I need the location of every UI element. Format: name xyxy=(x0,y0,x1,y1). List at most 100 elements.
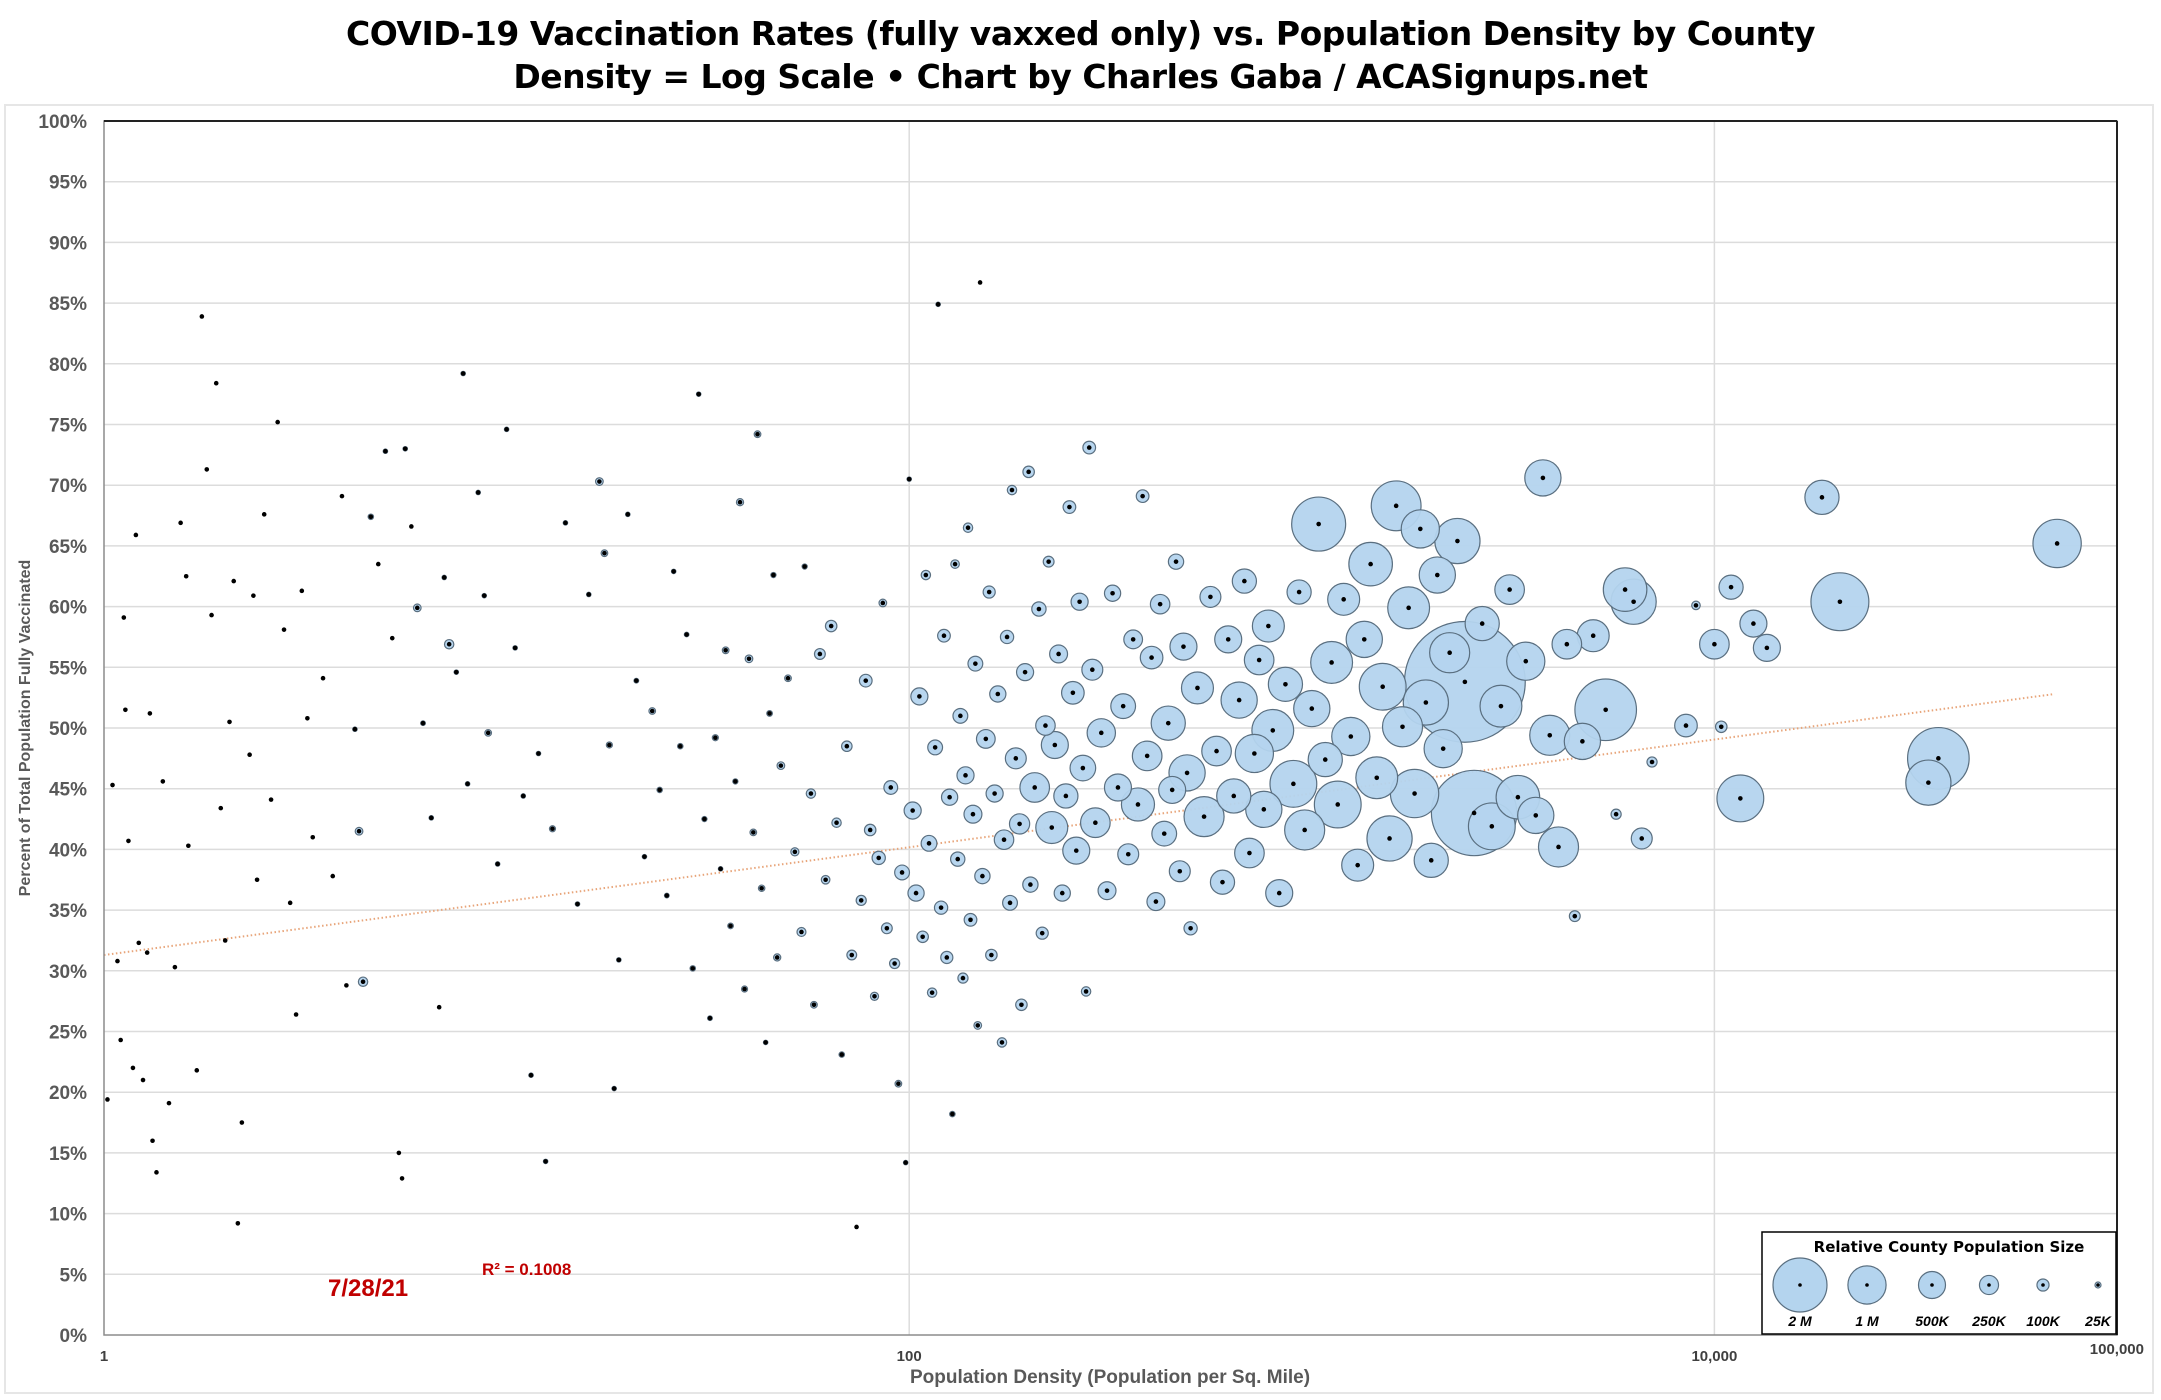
legend-label: 500K xyxy=(1915,1313,1949,1329)
data-point xyxy=(763,1040,768,1045)
data-point xyxy=(1184,770,1190,776)
r-squared-annotation: R² = 0.1008 xyxy=(482,1260,571,1279)
data-point xyxy=(664,893,670,898)
data-point xyxy=(723,648,728,653)
data-point xyxy=(1380,684,1385,690)
legend-bubble-center xyxy=(1865,1283,1869,1287)
data-point xyxy=(110,782,115,788)
legend-bubble-center xyxy=(2041,1283,2045,1287)
legend-bubble-center xyxy=(1930,1283,1934,1287)
data-point xyxy=(1070,690,1076,696)
data-point xyxy=(771,572,776,578)
data-point xyxy=(1256,657,1262,663)
data-point xyxy=(460,371,466,376)
legend-bubble-center xyxy=(1798,1283,1802,1287)
data-point xyxy=(899,870,905,875)
data-point xyxy=(586,592,592,597)
data-point xyxy=(1447,650,1452,656)
data-point xyxy=(528,1072,534,1078)
data-point xyxy=(834,820,839,825)
data-point xyxy=(923,572,929,578)
data-point xyxy=(952,561,958,567)
data-point xyxy=(1435,572,1440,578)
data-point xyxy=(399,1176,405,1181)
data-point xyxy=(115,958,120,964)
data-point xyxy=(126,838,131,844)
y-tick-label: 60% xyxy=(49,598,87,619)
data-point xyxy=(1283,681,1288,687)
data-point xyxy=(105,1097,110,1102)
data-point xyxy=(446,641,452,647)
data-point xyxy=(1423,700,1429,705)
data-point xyxy=(465,781,470,787)
data-point xyxy=(409,524,414,529)
data-point xyxy=(543,1159,548,1164)
data-point xyxy=(1412,791,1417,796)
data-point xyxy=(1523,658,1529,664)
data-point xyxy=(1751,621,1756,626)
y-tick-label: 10% xyxy=(49,1205,87,1226)
y-tick-label: 75% xyxy=(49,416,87,437)
data-point xyxy=(999,1040,1005,1045)
data-point xyxy=(160,779,166,784)
data-point xyxy=(1231,793,1237,799)
data-point xyxy=(420,720,426,726)
data-point xyxy=(746,656,752,662)
data-point xyxy=(649,708,655,714)
legend-label: 250K xyxy=(1971,1313,2006,1329)
data-point xyxy=(199,314,205,319)
data-point xyxy=(209,612,214,618)
data-point xyxy=(147,711,153,716)
data-point xyxy=(1120,703,1126,709)
data-point xyxy=(1181,644,1186,649)
data-point xyxy=(1153,899,1159,904)
data-point xyxy=(1329,660,1334,665)
data-point xyxy=(186,843,191,849)
data-point xyxy=(1936,756,1941,761)
data-point xyxy=(1086,445,1092,450)
data-point xyxy=(1564,641,1570,647)
data-point xyxy=(227,719,232,725)
legend: Relative County Population Size 2 M 1 M 50… xyxy=(1761,1231,2117,1335)
data-point xyxy=(1043,723,1048,728)
data-point xyxy=(293,1012,299,1017)
data-point xyxy=(1368,561,1373,567)
data-point xyxy=(690,966,696,971)
data-point xyxy=(1428,858,1434,863)
data-point xyxy=(1738,796,1743,801)
data-point xyxy=(634,678,639,683)
data-point xyxy=(1926,780,1931,785)
data-point xyxy=(1590,633,1596,639)
data-point xyxy=(917,694,922,699)
data-point xyxy=(1077,599,1082,605)
data-point xyxy=(1115,785,1121,790)
data-point xyxy=(520,793,526,799)
data-point xyxy=(718,866,723,872)
data-point xyxy=(235,1221,241,1226)
data-point xyxy=(906,476,912,482)
data-point xyxy=(130,1065,136,1071)
data-point xyxy=(920,934,925,940)
data-point xyxy=(867,827,873,833)
data-point xyxy=(759,885,764,891)
data-point xyxy=(1547,732,1553,738)
data-point xyxy=(414,605,420,611)
data-point xyxy=(1214,748,1219,754)
data-point xyxy=(1090,667,1095,673)
data-point xyxy=(751,830,756,835)
data-point xyxy=(1837,599,1843,605)
data-point xyxy=(1017,821,1022,827)
data-point xyxy=(977,280,983,285)
data-point xyxy=(607,742,612,748)
data-point xyxy=(755,431,760,437)
data-point xyxy=(481,593,487,598)
bubble-layer xyxy=(352,301,2082,1166)
data-point xyxy=(144,950,150,955)
data-point xyxy=(356,828,362,834)
data-point xyxy=(475,490,481,495)
data-point xyxy=(1110,590,1115,596)
data-point xyxy=(268,797,274,802)
data-point xyxy=(140,1077,146,1083)
data-point xyxy=(989,952,994,958)
data-point xyxy=(1400,724,1405,730)
